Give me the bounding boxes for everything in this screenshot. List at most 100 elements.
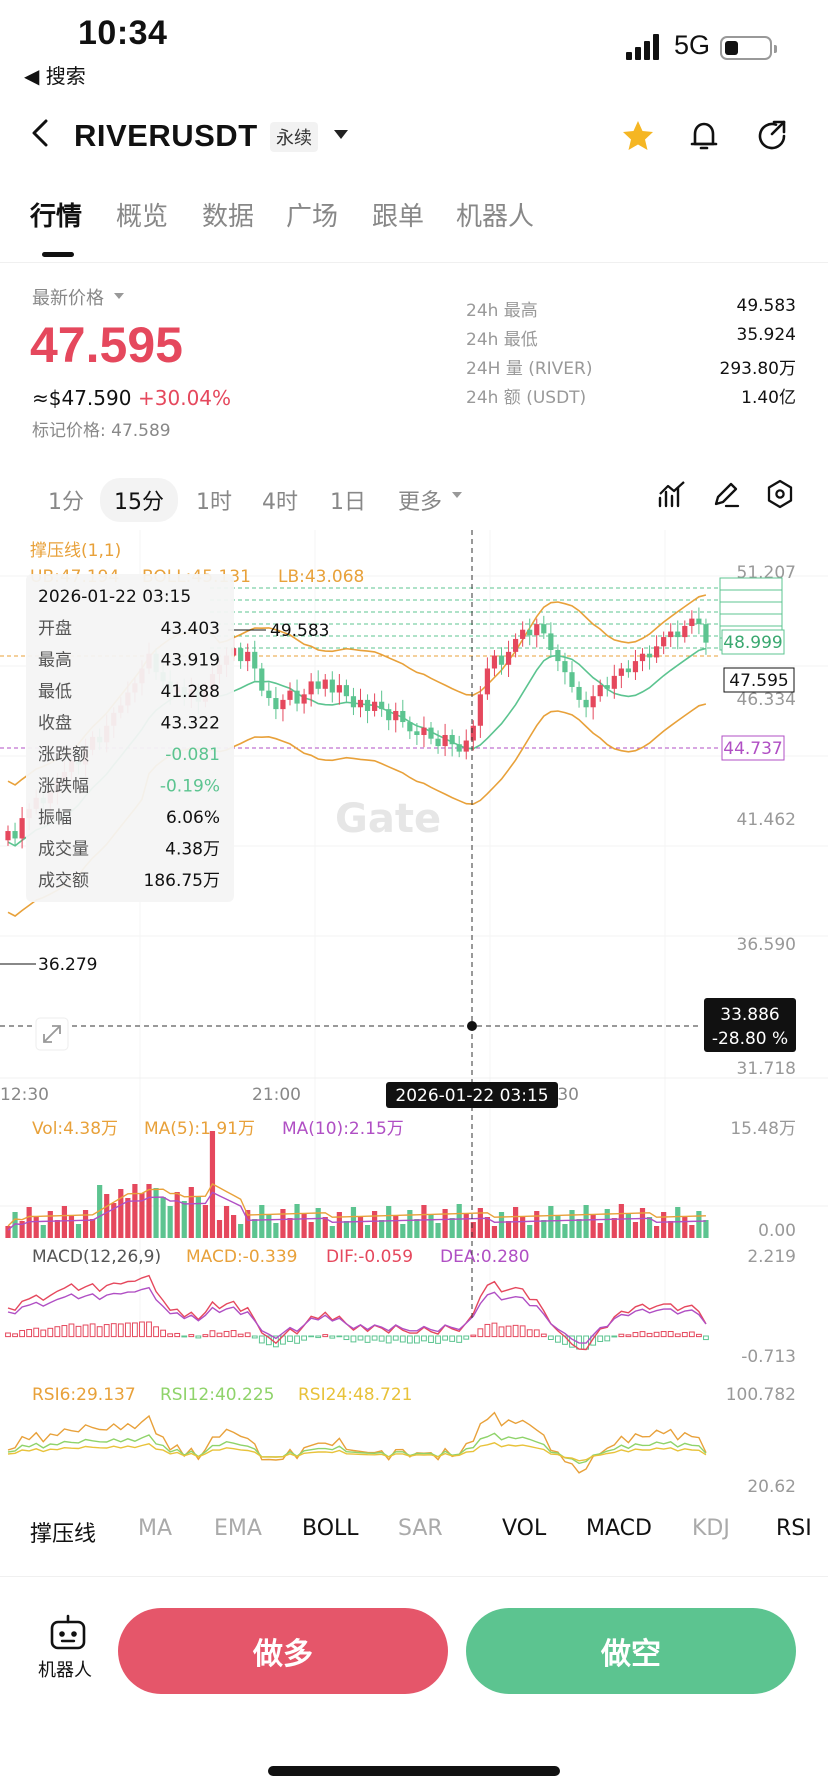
volume-bar	[252, 1219, 258, 1238]
volume-bar	[181, 1201, 187, 1238]
stat-value: 35.924	[736, 325, 796, 345]
volume-bar	[625, 1213, 631, 1238]
tab-overview[interactable]: 概览	[116, 202, 169, 232]
tooltip-label: 开盘	[38, 619, 72, 639]
tab-data[interactable]: 数据	[202, 202, 255, 232]
battery-icon	[720, 36, 777, 60]
indicator-settings-icon[interactable]	[656, 478, 688, 510]
indicator-rsi[interactable]: RSI	[776, 1516, 812, 1541]
last-price-label[interactable]: 最新价格	[32, 288, 104, 309]
bell-icon[interactable]	[686, 118, 722, 154]
interval-1h[interactable]: 1时	[196, 490, 232, 515]
long-button[interactable]: 做多	[118, 1608, 448, 1694]
indicator-sar[interactable]: SAR	[398, 1516, 443, 1541]
volume-bar	[604, 1209, 610, 1238]
robot-icon[interactable]	[48, 1614, 88, 1652]
ohlc-tooltip	[26, 574, 234, 902]
candle	[19, 818, 25, 839]
rsi24-label: RSI24:48.721	[298, 1385, 412, 1405]
home-indicator	[268, 1766, 560, 1776]
interval-1m[interactable]: 1分	[48, 490, 84, 515]
tooltip-label: 最低	[38, 682, 72, 702]
volume-bar	[675, 1207, 681, 1238]
volume-bar	[97, 1185, 103, 1238]
tooltip-value: -0.19%	[160, 777, 220, 797]
interval-4h[interactable]: 4时	[262, 490, 298, 515]
chart-settings-icon[interactable]	[764, 478, 796, 510]
candle	[456, 744, 462, 752]
tab-market[interactable]: 行情	[30, 202, 83, 232]
macd-histogram-bar	[287, 1335, 293, 1342]
candle	[379, 701, 385, 710]
macd-histogram-bar	[618, 1333, 625, 1338]
tooltip-value: 186.75万	[144, 871, 220, 891]
volume-bar	[111, 1203, 117, 1238]
volume-bar	[125, 1198, 131, 1238]
volume-bar	[668, 1221, 674, 1238]
macd-histogram-bar	[350, 1335, 357, 1343]
stat-label: 24H 量 (RIVER)	[466, 359, 593, 379]
price-type-caret-icon[interactable]	[114, 293, 124, 299]
rsi-axis-max: 100.782	[726, 1385, 796, 1405]
short-button[interactable]: 做空	[466, 1608, 796, 1694]
volume-bar	[19, 1221, 25, 1238]
macd-histogram-bar	[456, 1335, 463, 1343]
indicator-support-resistance[interactable]: 撑压线	[30, 1522, 97, 1547]
macd-histogram-bar	[329, 1335, 336, 1339]
stat-24h-high: 24h 最高 49.583	[466, 296, 796, 321]
candle	[259, 668, 265, 691]
volume-bar	[611, 1218, 617, 1238]
tooltip-time: 2026-01-22 03:15	[38, 587, 191, 607]
macd-histogram-bar	[223, 1330, 230, 1338]
macd-histogram-bar	[195, 1335, 202, 1339]
time-axis-label: 12:30	[0, 1085, 49, 1105]
indicator-ema[interactable]: EMA	[214, 1516, 262, 1541]
tag-current-box	[723, 667, 795, 693]
volume-bar	[153, 1188, 159, 1238]
volume-bar	[618, 1204, 624, 1238]
macd-histogram-bar	[646, 1332, 653, 1338]
stat-label: 24h 额 (USDT)	[466, 388, 587, 408]
kline-chart[interactable]: 51.207 46.334 41.462 36.590 31.718 Gate Vol:4…	[0, 530, 828, 1502]
vol-axis-min: 0.00	[758, 1221, 796, 1241]
volume-bar	[505, 1221, 512, 1238]
volume-bar	[414, 1219, 420, 1238]
indicator-boll[interactable]: BOLL	[302, 1516, 359, 1541]
candle	[646, 653, 653, 658]
indicator-ma[interactable]: MA	[138, 1516, 173, 1541]
candle	[689, 618, 695, 627]
contract-type-badge[interactable]: 永续	[270, 122, 318, 152]
favorite-star-icon[interactable]	[620, 118, 656, 154]
interval-15m[interactable]: 15分	[100, 478, 178, 522]
level-tag-stack	[719, 601, 783, 615]
tooltip-value: 6.06%	[166, 808, 220, 828]
tab-bots[interactable]: 机器人	[456, 202, 535, 232]
symbol-dropdown-caret-icon[interactable]	[334, 130, 348, 139]
indicator-vol[interactable]: VOL	[502, 1516, 547, 1541]
indicator-kdj[interactable]: KDJ	[692, 1516, 730, 1541]
macd-histogram-bar	[68, 1323, 75, 1338]
macd-histogram-bar	[209, 1330, 216, 1338]
symbol-title[interactable]: RIVERUSDT	[74, 118, 258, 153]
stat-value: 293.80万	[719, 359, 796, 379]
volume-bar	[661, 1212, 667, 1238]
interval-more[interactable]: 更多	[398, 490, 443, 515]
tab-copy-trading[interactable]: 跟单	[372, 202, 425, 232]
back-arrow-icon[interactable]	[28, 118, 52, 148]
macd-histogram-bar	[167, 1333, 174, 1338]
indicator-macd[interactable]: MACD	[586, 1516, 652, 1541]
robot-label[interactable]: 机器人	[38, 1660, 92, 1681]
share-icon[interactable]	[754, 118, 790, 154]
tab-square[interactable]: 广场	[286, 202, 339, 232]
macd-histogram-bar	[54, 1326, 61, 1338]
expand-icon	[43, 1025, 61, 1043]
volume-bar	[350, 1207, 357, 1238]
more-caret-icon[interactable]	[452, 492, 462, 498]
volume-bar	[160, 1197, 166, 1238]
interval-1d[interactable]: 1日	[330, 490, 366, 515]
back-to-search-link[interactable]: ◀ 搜索	[24, 64, 86, 88]
macd-histogram-bar	[294, 1335, 300, 1344]
draw-pencil-icon[interactable]	[710, 478, 742, 510]
macd-histogram-bar	[421, 1335, 427, 1342]
macd-histogram-bar	[498, 1326, 505, 1338]
